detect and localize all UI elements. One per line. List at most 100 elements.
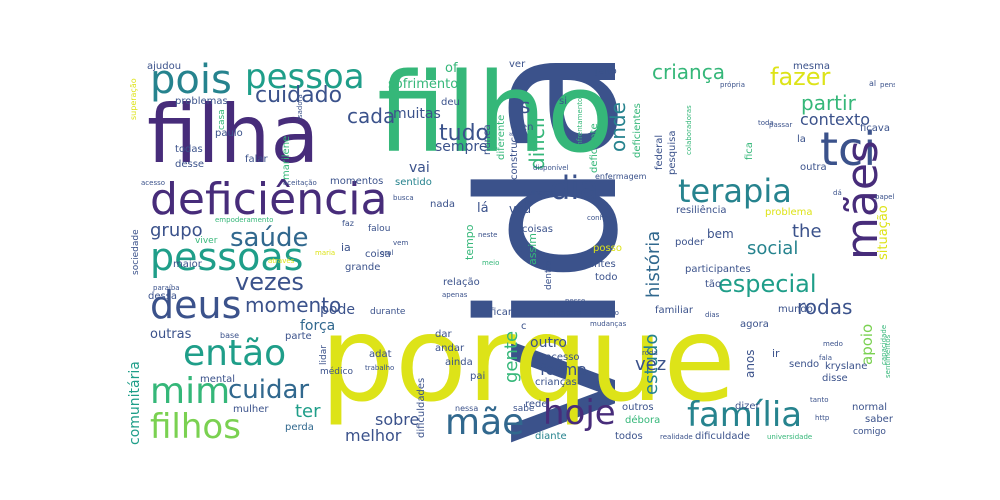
word-dia: dia (550, 169, 599, 207)
word-pois: pois (150, 60, 232, 103)
word-kryslane: kryslane (825, 361, 868, 372)
word-outros: outros (622, 402, 654, 413)
word-terapia: terapia (678, 172, 792, 210)
word-sendo: sendo (789, 359, 820, 370)
word-andar: andar (435, 343, 465, 354)
word-c: c (521, 321, 527, 332)
word-durante: durante (370, 307, 406, 317)
word-tci: tci (820, 122, 877, 176)
word-apoio: apoio (858, 323, 876, 365)
word-momento: momento (245, 293, 342, 317)
word-lidar: lidar (319, 345, 329, 365)
word-cuidar: cuidar (228, 375, 310, 405)
word-jeito: jeito (595, 66, 617, 77)
word-empoderamento: empoderamento (215, 216, 274, 224)
word-criancas: crianças (535, 377, 577, 388)
word-nessa: nessa (455, 404, 479, 413)
word-viver: viver (195, 236, 218, 246)
word-pessoas: pessoas (150, 235, 304, 279)
word-fala: fala (819, 354, 832, 362)
word-ver: ver (509, 60, 526, 70)
word-mae: mãe (445, 402, 525, 443)
word-cada: cada (347, 104, 396, 128)
word-casa: casa (217, 109, 227, 130)
word-federal: federal (654, 134, 665, 170)
word-pessoa: pessoa (245, 60, 365, 97)
word-paraiba: paraíba (153, 284, 180, 292)
word-perda: perda (285, 422, 314, 433)
word-pesquisa: pesquisa (667, 130, 678, 175)
word-outras: outras (150, 327, 192, 342)
word-nada: nada (430, 199, 455, 210)
word-familiar: familiar (655, 305, 693, 316)
word-agora: agora (740, 319, 769, 330)
word-ter: ter (295, 401, 321, 422)
word-neste: neste (478, 231, 498, 239)
word-oral: oral (380, 249, 394, 257)
word-http: http (815, 414, 830, 422)
word-crianca: criança (652, 60, 725, 84)
word-parte: parte (285, 331, 312, 342)
word-contexto: contexto (800, 110, 871, 129)
word-melhor: melhor (345, 426, 402, 445)
word-mulheres: mulheres (521, 189, 554, 197)
word-forca: força (300, 318, 336, 334)
word-todo: todo (595, 272, 618, 283)
word-trabalho: trabalho (365, 364, 395, 372)
word-nunca: nunca (482, 124, 493, 155)
word-ir: ir (772, 347, 780, 360)
word-maria: maria (315, 249, 336, 257)
word-dificuldade: dificuldade (695, 431, 751, 442)
word-ainda: ainda (445, 357, 473, 368)
word-social: social (747, 238, 799, 259)
word-sempre: sempre (435, 139, 488, 155)
word-processo: processo (535, 352, 580, 363)
word-dentro: dentro (544, 260, 554, 291)
word-maior: maior (173, 259, 202, 270)
word-saber: saber (865, 414, 893, 425)
word-tao: tão (705, 279, 722, 290)
word-anos: anos (743, 349, 757, 378)
word-vezes: vezes (235, 268, 304, 296)
word-diferente: diferente (496, 114, 507, 160)
word-tanto: tanto (810, 396, 829, 404)
word-falar: falar (245, 154, 268, 165)
word-ficava: ficava (860, 123, 890, 134)
word-realidade: realidade (660, 433, 693, 441)
word-posso: posso (593, 243, 623, 254)
word-mental: mental (200, 374, 236, 385)
word-entao: então (183, 333, 287, 374)
word-sobre: sobre (375, 410, 420, 429)
word-the: the (792, 221, 822, 242)
word-si: si (559, 96, 567, 107)
word-deficiente: deficiente (589, 123, 600, 173)
word-outro: outro (530, 335, 567, 351)
word-debora: débora (625, 415, 661, 426)
word-comunitaria: comunitária (127, 361, 143, 445)
word-momentos: momentos (330, 176, 384, 187)
word-mim: mim (150, 371, 231, 412)
word-familia: família (687, 395, 803, 435)
word-antes: antes (588, 259, 616, 270)
word-normal: normal (852, 402, 888, 413)
word-sofrimento: sofrimento (388, 77, 459, 92)
word-deficientes: deficientes (632, 103, 643, 158)
word-rede: rede (525, 399, 548, 410)
word-tudo: tudo (439, 121, 489, 146)
word-bem: bem (707, 227, 734, 241)
word-ficar: ficar (490, 307, 513, 318)
word-dizer: dizer (735, 401, 760, 412)
word-outra: outra (800, 162, 827, 173)
word-partir: partir (801, 91, 856, 115)
word-mudancas: mudanças (590, 320, 627, 328)
word-paulo: paulo (215, 128, 243, 139)
word-propria: própria (720, 81, 746, 89)
word-vem: vem (393, 239, 409, 247)
word-situacoes: situações (548, 309, 582, 317)
word-superacao: superação (129, 78, 138, 120)
word-meio: meio (482, 259, 500, 267)
word-consigo: consigo (592, 309, 619, 317)
word-coisas: coisas (522, 224, 553, 235)
word-passar: passar (769, 121, 793, 129)
word-marilene: marilene (281, 135, 292, 180)
